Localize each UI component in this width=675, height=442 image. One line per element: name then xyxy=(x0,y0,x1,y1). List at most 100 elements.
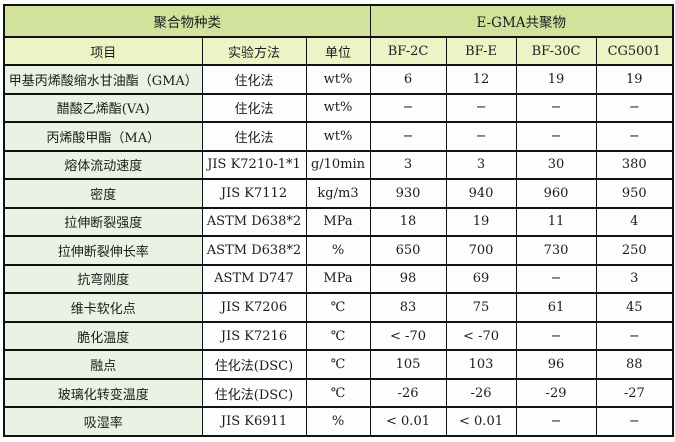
unit-cell: ℃ xyxy=(305,320,371,352)
value-cell-bf30c: − xyxy=(515,92,597,124)
value-cell-bf30c: 11 xyxy=(515,206,597,238)
value-cell-bf30c: − xyxy=(515,263,597,295)
method-cell: JIS K7210-1*1 xyxy=(201,149,307,181)
group-header-row: 聚合物种类 E-GMA共聚物 xyxy=(3,4,674,38)
value-cell-bf2c: − xyxy=(369,92,447,124)
unit-cell: wt% xyxy=(305,121,371,152)
value-cell-cg5001: 250 xyxy=(595,235,674,266)
value-cell-bf30c: 19 xyxy=(515,64,597,95)
method-cell: JIS K7206 xyxy=(201,292,307,323)
unit-cell: ℃ xyxy=(305,292,371,323)
method-cell: JIS K7112 xyxy=(201,178,307,209)
unit-cell: ℃ xyxy=(305,349,371,380)
group-header-egma-copolymer: E-GMA共聚物 xyxy=(369,4,674,38)
row-label-cell: 维卡软化点 xyxy=(3,292,203,323)
value-cell-bfe: 3 xyxy=(445,149,517,181)
row-label-cell: 熔体流动速度 xyxy=(3,149,203,181)
table-row: 醋酸乙烯酯(VA) 住化法 wt% − − − − xyxy=(3,92,674,124)
row-label-cell: 融点 xyxy=(3,349,203,380)
value-cell-bfe: 19 xyxy=(445,206,517,238)
row-label-cell: 抗弯刚度 xyxy=(3,263,203,295)
value-cell-cg5001: 88 xyxy=(595,349,674,380)
method-cell: JIS K7216 xyxy=(201,320,307,352)
group-header-polymer-type: 聚合物种类 xyxy=(3,4,371,38)
value-cell-bfe: 12 xyxy=(445,64,517,95)
column-header-bf30c: BF-30C xyxy=(515,36,597,66)
value-cell-bf2c: 3 xyxy=(369,149,447,181)
value-cell-bf2c: 98 xyxy=(369,263,447,295)
row-label-cell: 拉伸断裂伸长率 xyxy=(3,235,203,266)
value-cell-cg5001: 380 xyxy=(595,149,674,181)
method-cell: 住化法(DSC) xyxy=(201,349,307,380)
row-label-cell: 醋酸乙烯酯(VA) xyxy=(3,92,203,124)
row-label-cell: 吸湿率 xyxy=(3,406,203,437)
value-cell-bf30c: − xyxy=(515,320,597,352)
value-cell-bfe: < -70 xyxy=(445,320,517,352)
value-cell-bfe: -26 xyxy=(445,377,517,409)
row-label-cell: 甲基丙烯酸缩水甘油酯（GMA） xyxy=(3,64,203,95)
column-header-item: 项目 xyxy=(3,36,203,66)
value-cell-bf2c: 930 xyxy=(369,178,447,209)
value-cell-cg5001: − xyxy=(595,406,674,437)
row-label-cell: 密度 xyxy=(3,178,203,209)
unit-cell: MPa xyxy=(305,206,371,238)
value-cell-cg5001: 4 xyxy=(595,206,674,238)
value-cell-cg5001: 950 xyxy=(595,178,674,209)
value-cell-bf2c: 83 xyxy=(369,292,447,323)
row-label-cell: 丙烯酸甲酯（MA） xyxy=(3,121,203,152)
value-cell-cg5001: − xyxy=(595,121,674,152)
unit-cell: ℃ xyxy=(305,377,371,409)
value-cell-bfe: 940 xyxy=(445,178,517,209)
unit-cell: % xyxy=(305,235,371,266)
value-cell-bfe: − xyxy=(445,92,517,124)
value-cell-bf30c: − xyxy=(515,121,597,152)
value-cell-bf30c: -29 xyxy=(515,377,597,409)
table-header: 聚合物种类 E-GMA共聚物 项目 实验方法 单位 BF-2C BF-E BF-… xyxy=(3,4,674,66)
method-cell: ASTM D638*2 xyxy=(201,235,307,266)
value-cell-cg5001: − xyxy=(595,320,674,352)
method-cell: ASTM D638*2 xyxy=(201,206,307,238)
table-row: 密度 JIS K7112 kg/m3 930 940 960 950 xyxy=(3,178,674,209)
column-header-row: 项目 实验方法 单位 BF-2C BF-E BF-30C CG5001 xyxy=(3,36,674,66)
value-cell-bf30c: − xyxy=(515,406,597,437)
row-label-cell: 玻璃化转变温度 xyxy=(3,377,203,409)
method-cell: 住化法 xyxy=(201,64,307,95)
table-row: 玻璃化转变温度 住化法(DSC) ℃ -26 -26 -29 -27 xyxy=(3,377,674,409)
value-cell-bfe: 103 xyxy=(445,349,517,380)
table-row: 维卡软化点 JIS K7206 ℃ 83 75 61 45 xyxy=(3,292,674,323)
table-row: 融点 住化法(DSC) ℃ 105 103 96 88 xyxy=(3,349,674,380)
value-cell-bf2c: 105 xyxy=(369,349,447,380)
value-cell-bfe: 75 xyxy=(445,292,517,323)
value-cell-bf2c: 650 xyxy=(369,235,447,266)
value-cell-bf30c: 30 xyxy=(515,149,597,181)
table-row: 抗弯刚度 ASTM D747 MPa 98 69−3 xyxy=(3,263,674,295)
table-row: 甲基丙烯酸缩水甘油酯（GMA） 住化法 wt% 6 12 19 19 xyxy=(3,64,674,95)
table-row: 吸湿率 JIS K6911% < 0.01 < 0.01− − xyxy=(3,406,674,437)
row-label-cell: 脆化温度 xyxy=(3,320,203,352)
value-cell-bf30c: 960 xyxy=(515,178,597,209)
value-cell-bfe: − xyxy=(445,121,517,152)
unit-cell: g/10min xyxy=(305,149,371,181)
value-cell-bf2c: − xyxy=(369,121,447,152)
unit-cell: wt% xyxy=(305,92,371,124)
table-row: 拉伸断裂强度 ASTM D638*2 MPa 18 19 11 4 xyxy=(3,206,674,238)
row-label-cell: 拉伸断裂强度 xyxy=(3,206,203,238)
value-cell-bfe: < 0.01 xyxy=(445,406,517,437)
column-header-method: 实验方法 xyxy=(201,36,307,66)
method-cell: 住化法 xyxy=(201,92,307,124)
table-row: 脆化温度 JIS K7216 ℃ < -70 < -70− − xyxy=(3,320,674,352)
value-cell-cg5001: 19 xyxy=(595,64,674,95)
value-cell-cg5001: − xyxy=(595,92,674,124)
value-cell-bf2c: -26 xyxy=(369,377,447,409)
value-cell-cg5001: -27 xyxy=(595,377,674,409)
polymer-spec-table: 聚合物种类 E-GMA共聚物 项目 实验方法 单位 BF-2C BF-E BF-… xyxy=(3,4,675,437)
column-header-unit: 单位 xyxy=(305,36,371,66)
value-cell-bf30c: 730 xyxy=(515,235,597,266)
value-cell-bf30c: 61 xyxy=(515,292,597,323)
unit-cell: MPa xyxy=(305,263,371,295)
value-cell-cg5001: 45 xyxy=(595,292,674,323)
table-row: 丙烯酸甲酯（MA） 住化法 wt% − − − − xyxy=(3,121,674,152)
value-cell-bf2c: 18 xyxy=(369,206,447,238)
value-cell-cg5001: 3 xyxy=(595,263,674,295)
method-cell: ASTM D747 xyxy=(201,263,307,295)
